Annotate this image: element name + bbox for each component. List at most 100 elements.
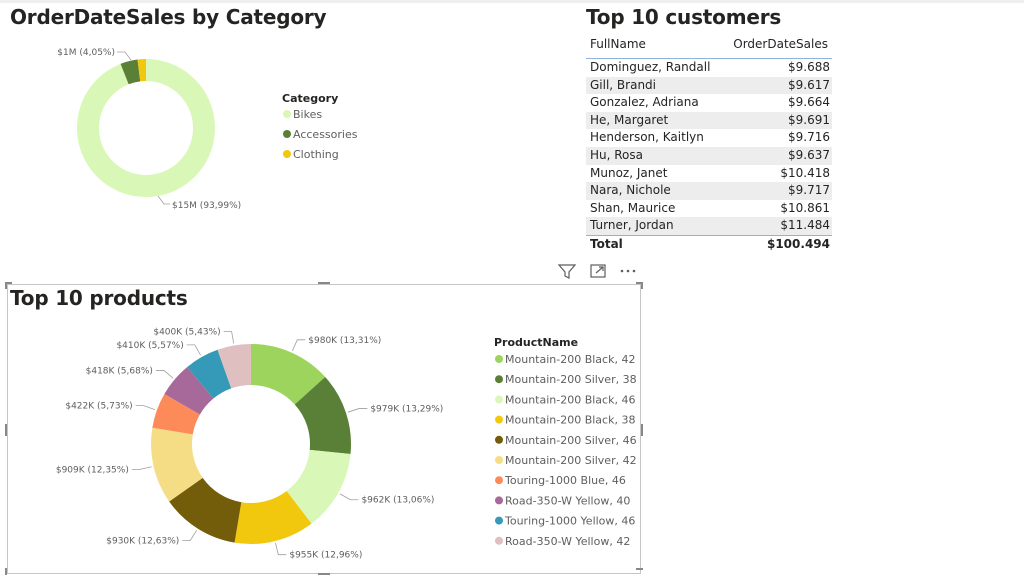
- category-donut-chart[interactable]: $1M (4,05%) $15M (93,99%) Category Bikes…: [0, 30, 400, 220]
- table-row[interactable]: Turner, Jordan $11.484: [586, 217, 832, 235]
- legend-marker-road-350-w-yellow-40: [495, 496, 503, 505]
- more-options-icon[interactable]: [620, 269, 636, 273]
- cell-orderdatesales: $10.861: [780, 200, 830, 215]
- legend-item-bikes[interactable]: Bikes: [293, 108, 322, 121]
- category-legend-title: Category: [282, 92, 338, 105]
- leader-line: [186, 344, 202, 356]
- legend-item-mountain-200-black-42[interactable]: Mountain-200 Black, 42: [505, 353, 635, 366]
- legend-marker-mountain-200-silver-38: [495, 375, 503, 384]
- category-label-leader-bikes: [157, 195, 170, 205]
- resize-handle-top[interactable]: [318, 282, 330, 284]
- cell-orderdatesales: $9.716: [788, 130, 830, 145]
- table-row[interactable]: Dominguez, Randall $9.688: [586, 59, 832, 77]
- resize-handle-br[interactable]: [636, 568, 643, 570]
- slice-road-350-w-yellow-40[interactable]: [164, 366, 214, 415]
- slice-mountain-200-black-38[interactable]: [234, 490, 312, 544]
- leader-line: [275, 542, 287, 556]
- focus-mode-icon[interactable]: [590, 264, 606, 278]
- customers-table-title: Top 10 customers: [586, 5, 782, 29]
- resize-handle-bl[interactable]: [5, 568, 7, 575]
- legend-item-mountain-200-silver-42[interactable]: Mountain-200 Silver, 42: [505, 454, 637, 467]
- products-legend-title: ProductName: [494, 336, 578, 349]
- table-row[interactable]: He, Margaret $9.691: [586, 111, 832, 130]
- legend-item-clothing[interactable]: Clothing: [293, 148, 339, 161]
- data-label-mountain-200-silver-38: $979K (13,29%): [370, 404, 443, 414]
- slice-mountain-200-silver-42[interactable]: [151, 427, 203, 502]
- resize-handle-tl-v[interactable]: [5, 282, 7, 289]
- cell-fullname: Hu, Rosa: [590, 147, 644, 162]
- cell-fullname: Henderson, Kaitlyn: [590, 130, 704, 145]
- leader-line: [135, 405, 156, 411]
- legend-marker-mountain-200-black-46: [495, 395, 503, 404]
- slice-touring-1000-blue-46[interactable]: [152, 394, 200, 435]
- slice-road-350-w-yellow-42[interactable]: [217, 344, 251, 389]
- leader-line: [131, 466, 152, 470]
- slice-touring-1000-yellow-46[interactable]: [187, 349, 232, 399]
- filter-icon[interactable]: [558, 264, 577, 279]
- column-header-fullname[interactable]: FullName: [590, 37, 646, 51]
- legend-item-road-350-w-yellow-40[interactable]: Road-350-W Yellow, 40: [505, 494, 630, 507]
- table-row[interactable]: Hu, Rosa $9.637: [586, 146, 832, 165]
- visual-header-icons: [558, 264, 636, 279]
- legend-marker-mountain-200-black-38: [495, 415, 503, 424]
- category-data-label-bikes: $15M (93,99%): [172, 201, 241, 211]
- resize-handle-right[interactable]: [641, 424, 643, 436]
- resize-handle-tr[interactable]: [636, 282, 643, 284]
- slice-clothing[interactable]: [137, 59, 146, 82]
- table-row[interactable]: Gill, Brandi $9.617: [586, 76, 832, 95]
- cell-orderdatesales: $11.484: [780, 218, 830, 233]
- cell-fullname: Gill, Brandi: [590, 77, 657, 92]
- column-header-orderdatesales[interactable]: OrderDateSales: [733, 37, 828, 51]
- legend-item-touring-1000-blue-46[interactable]: Touring-1000 Blue, 46: [504, 474, 626, 487]
- table-total-row: Total $100.494: [586, 234, 832, 253]
- data-label-mountain-200-silver-42: $909K (12,35%): [56, 465, 129, 475]
- legend-item-road-350-w-yellow-42[interactable]: Road-350-W Yellow, 42: [505, 535, 630, 548]
- slice-mountain-200-black-42[interactable]: [251, 344, 326, 405]
- legend-item-mountain-200-silver-46[interactable]: Mountain-200 Silver, 46: [505, 434, 637, 447]
- slice-mountain-200-black-46[interactable]: [286, 449, 351, 524]
- top-border: [0, 0, 1024, 3]
- legend-item-mountain-200-silver-38[interactable]: Mountain-200 Silver, 38: [505, 373, 637, 386]
- slice-mountain-200-silver-46[interactable]: [169, 477, 242, 543]
- leader-line: [347, 408, 368, 413]
- legend-marker-mountain-200-silver-42: [495, 456, 503, 464]
- table-row[interactable]: Henderson, Kaitlyn $9.716: [586, 129, 832, 147]
- resize-handle-left[interactable]: [5, 424, 7, 436]
- category-data-label-accessories: $1M (4,05%): [57, 48, 115, 58]
- legend-item-mountain-200-black-46[interactable]: Mountain-200 Black, 46: [505, 393, 635, 406]
- legend-item-accessories[interactable]: Accessories: [293, 128, 358, 141]
- legend-marker-mountain-200-silver-46: [495, 435, 503, 444]
- legend-marker-touring-1000-yellow-46: [495, 516, 503, 525]
- legend-marker-clothing: [283, 150, 291, 158]
- cell-orderdatesales: $9.617: [788, 77, 830, 92]
- cell-orderdatesales: $9.637: [788, 147, 830, 162]
- cell-orderdatesales: $9.664: [788, 95, 830, 110]
- table-row[interactable]: Shan, Maurice $10.861: [586, 200, 832, 218]
- legend-item-touring-1000-yellow-46[interactable]: Touring-1000 Yellow, 46: [504, 515, 635, 528]
- customers-table[interactable]: FullName OrderDateSales Dominguez, Randa…: [586, 30, 832, 253]
- data-label-road-350-w-yellow-42: $400K (5,43%): [153, 328, 220, 338]
- table-row[interactable]: Munoz, Janet $10.418: [586, 165, 832, 183]
- total-value: $100.494: [766, 236, 830, 251]
- resize-handle-tl[interactable]: [5, 282, 12, 284]
- legend-marker-road-350-w-yellow-42: [495, 536, 503, 545]
- data-label-touring-1000-blue-46: $422K (5,73%): [65, 402, 132, 412]
- products-chart-title: Top 10 products: [10, 286, 188, 310]
- products-donut-chart[interactable]: $980K (13,31%) $979K (13,29%) $962K (13,06…: [0, 310, 640, 572]
- legend-item-mountain-200-black-38[interactable]: Mountain-200 Black, 38: [505, 414, 635, 427]
- table-row[interactable]: Nara, Nichole $9.717: [586, 182, 832, 200]
- slice-mountain-200-silver-38[interactable]: [294, 376, 351, 455]
- cell-orderdatesales: $9.688: [788, 60, 830, 74]
- legend-marker-mountain-200-black-42: [495, 355, 503, 363]
- resize-handle-tr-v[interactable]: [641, 282, 643, 289]
- resize-handle-bottom[interactable]: [318, 573, 330, 575]
- cell-fullname: Nara, Nichole: [590, 183, 671, 198]
- cell-fullname: Turner, Jordan: [590, 218, 674, 233]
- slice-bikes[interactable]: [77, 59, 215, 197]
- table-row[interactable]: Gonzalez, Adriana $9.664: [586, 94, 832, 112]
- slice-accessories[interactable]: [120, 59, 141, 85]
- cell-orderdatesales: $10.418: [780, 165, 830, 180]
- category-chart-title: OrderDateSales by Category: [10, 5, 327, 29]
- legend-marker-bikes: [283, 110, 291, 118]
- cell-orderdatesales: $9.717: [788, 183, 830, 198]
